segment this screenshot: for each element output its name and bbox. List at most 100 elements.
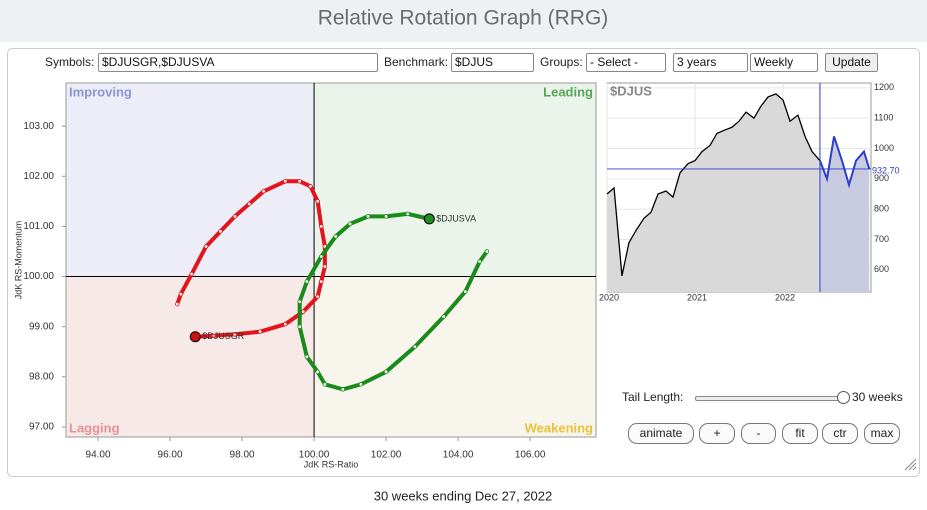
tail-point	[358, 382, 364, 387]
tail-point	[308, 184, 313, 189]
price-y-tick-label: 1200	[874, 82, 894, 92]
tail-point	[283, 179, 288, 184]
tail-point	[247, 201, 252, 207]
control-button[interactable]: animate	[628, 423, 694, 444]
tail-head	[189, 331, 201, 343]
y-tick-label: 97.00	[29, 422, 54, 433]
x-tick-label: 98.00	[230, 450, 255, 461]
x-tick-label: 102.00	[371, 450, 402, 461]
price-area	[819, 136, 870, 292]
tail-point	[463, 289, 468, 294]
tail-point	[297, 324, 302, 329]
price-title: $DJUS	[610, 83, 652, 98]
last-value-label: 932.70	[872, 165, 900, 175]
price-y-tick-label: 1100	[874, 113, 893, 123]
quadrant-label: Improving	[69, 84, 132, 99]
tail-point	[283, 321, 288, 327]
price-line	[819, 136, 871, 189]
header-bar	[0, 0, 927, 42]
price-y-tick-label: 800	[874, 204, 889, 214]
symbols-label: Symbols:	[45, 55, 95, 69]
x-tick-label: 94.00	[86, 450, 111, 461]
tail-point	[232, 214, 238, 219]
benchmark-label: Benchmark:	[384, 55, 449, 69]
price-x-tick-label: 2021	[687, 292, 707, 302]
page-title: Relative Rotation Graph (RRG)	[318, 7, 609, 30]
tail-point	[304, 279, 310, 284]
y-tick-label: 102.00	[23, 171, 54, 182]
tail-point	[333, 234, 338, 239]
price-area	[607, 93, 820, 293]
x-axis-label: JdK RS-Ratio	[304, 459, 359, 469]
price-line	[606, 93, 821, 277]
price-x-tick-label: 2022	[775, 292, 795, 302]
price-y-tick-label: 1000	[874, 143, 894, 153]
quadrant-label: Lagging	[69, 420, 120, 435]
y-tick-label: 100.00	[23, 271, 54, 282]
tail-point	[365, 214, 371, 219]
y-tick-label: 98.00	[29, 371, 54, 382]
tail-point	[315, 294, 320, 299]
tail-point	[412, 344, 418, 349]
tail-point	[319, 254, 324, 259]
price-y-tick-label: 900	[874, 173, 889, 183]
y-tick-label: 101.00	[23, 221, 54, 232]
control-button[interactable]: -	[741, 423, 776, 444]
tail-point	[211, 333, 216, 338]
x-tick-label: 100.00	[299, 450, 330, 461]
tail-label: Tail Length:	[622, 390, 684, 404]
quadrant	[66, 276, 315, 437]
tail-point	[175, 301, 180, 307]
tail-point	[301, 309, 306, 314]
tail-point	[304, 354, 310, 359]
quadrant-label: Weakening	[525, 420, 593, 435]
symbols-input[interactable]: $DJUSGR,$DJUSVA	[98, 53, 378, 72]
x-tick-label: 104.00	[443, 450, 474, 461]
control-button[interactable]: max	[864, 423, 900, 444]
tail-point	[189, 271, 194, 277]
tail-point	[441, 314, 446, 319]
tail-point	[319, 224, 324, 229]
tail-point	[319, 279, 324, 284]
update-button[interactable]: Update	[825, 53, 878, 72]
y-tick-label: 99.00	[29, 321, 54, 332]
tail-slider[interactable]	[695, 396, 845, 401]
groups-select[interactable]: - Select -	[586, 53, 666, 72]
groups-label: Groups:	[540, 55, 583, 69]
resize-grip	[904, 458, 917, 471]
control-button[interactable]: +	[699, 423, 735, 444]
tail-point	[477, 259, 482, 264]
period-select[interactable]: 3 years	[673, 53, 748, 72]
tail-point	[178, 291, 184, 297]
quadrant	[66, 83, 315, 277]
tail-point	[383, 369, 389, 375]
price-x-tick-label: 2020	[599, 292, 619, 302]
tail-point	[347, 221, 353, 227]
tail-point	[315, 199, 320, 204]
tail-point	[232, 332, 238, 337]
benchmark-input[interactable]: $DJUS	[451, 53, 534, 72]
y-axis-label: JdK RS-Momentum	[13, 221, 23, 300]
tail-point	[297, 299, 302, 304]
tail-point	[315, 369, 320, 375]
footer: 30 weeks ending Dec 27, 2022	[374, 488, 553, 503]
tail-point	[203, 244, 209, 249]
tail-knob[interactable]	[837, 391, 850, 404]
tail-point	[261, 189, 266, 194]
tail-point	[405, 211, 410, 217]
frequency-select[interactable]: Weekly	[750, 53, 818, 72]
tail-point	[484, 249, 490, 254]
control-button[interactable]: fit	[782, 423, 818, 444]
y-tick-label: 103.00	[23, 121, 54, 132]
x-tick-label: 106.00	[515, 450, 546, 461]
tail-value: 30 weeks	[852, 390, 903, 404]
control-button[interactable]: ctr	[822, 423, 858, 444]
price-y-tick-label: 700	[874, 234, 889, 244]
quadrant	[314, 83, 596, 277]
tail-point	[297, 179, 302, 184]
series-label: $DJUSVA	[436, 213, 476, 223]
tail-point	[322, 264, 328, 269]
plot-border	[65, 82, 597, 438]
